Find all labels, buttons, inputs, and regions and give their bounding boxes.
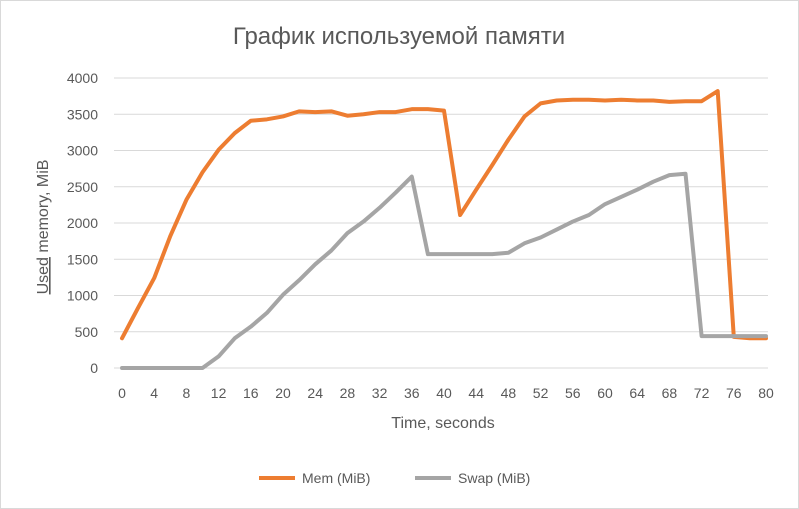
- y-axis-label: Used memory, MiB: [35, 160, 52, 295]
- gridlines: [114, 77, 768, 369]
- x-tick-label: 76: [726, 385, 742, 401]
- x-tick-label: 0: [118, 385, 126, 401]
- x-tick-label: 68: [662, 385, 678, 401]
- legend-label-mem: Mem (MiB): [302, 470, 370, 486]
- x-tick-label: 20: [275, 385, 291, 401]
- series-line-swap: [120, 171, 768, 370]
- x-tick-label: 40: [436, 385, 452, 401]
- y-tick-label: 1500: [67, 251, 98, 267]
- x-tick-label: 8: [183, 385, 191, 401]
- y-tick-label: 500: [75, 324, 99, 340]
- x-tick-label: 12: [211, 385, 227, 401]
- x-tick-label: 28: [340, 385, 356, 401]
- y-axis-label-underlined: Used: [35, 257, 52, 294]
- x-tick-label: 60: [597, 385, 613, 401]
- y-axis-ticks: 0 500 1000 1500 2000 2500 3000 3500 4000: [67, 70, 98, 376]
- y-tick-label: 2500: [67, 179, 98, 195]
- x-axis-ticks: 0 4 8 12 16 20 24 28 32 36 40 44 48 52 56 60 64 68 72 76 80: [118, 385, 774, 401]
- x-tick-label: 16: [243, 385, 259, 401]
- x-tick-label: 32: [372, 385, 388, 401]
- y-tick-label: 2000: [67, 215, 98, 231]
- x-axis-label: Time, seconds: [391, 415, 494, 432]
- y-tick-label: 3000: [67, 143, 98, 159]
- x-tick-label: 80: [758, 385, 774, 401]
- x-tick-label: 56: [565, 385, 581, 401]
- y-tick-label: 1000: [67, 288, 98, 304]
- x-tick-label: 4: [150, 385, 158, 401]
- y-tick-label: 3500: [67, 106, 98, 122]
- legend: Mem (MiB) Swap (MiB): [259, 470, 530, 486]
- x-tick-label: 36: [404, 385, 420, 401]
- x-tick-label: 52: [533, 385, 549, 401]
- legend-label-swap: Swap (MiB): [458, 470, 530, 486]
- y-tick-label: 4000: [67, 70, 98, 86]
- series-line-mem: [120, 89, 768, 341]
- chart-title: График используемой памяти: [233, 23, 565, 50]
- x-tick-label: 24: [307, 385, 323, 401]
- x-tick-label: 64: [629, 385, 645, 401]
- y-tick-label: 0: [90, 360, 98, 376]
- x-tick-label: 72: [694, 385, 710, 401]
- y-axis-label-rest: memory, MiB: [35, 160, 52, 257]
- x-tick-label: 48: [501, 385, 517, 401]
- series-lines: [120, 89, 768, 370]
- x-tick-label: 44: [468, 385, 484, 401]
